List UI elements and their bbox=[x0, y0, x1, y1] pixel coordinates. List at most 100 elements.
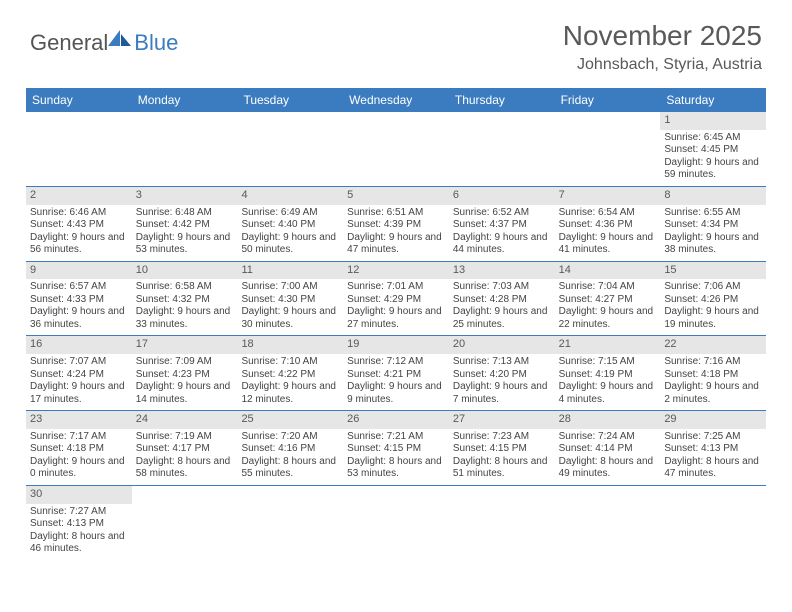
calendar-cell bbox=[343, 112, 449, 186]
calendar-cell: 29Sunrise: 7:25 AMSunset: 4:13 PMDayligh… bbox=[660, 411, 766, 485]
day-info: Sunrise: 6:45 AMSunset: 4:45 PMDaylight:… bbox=[660, 130, 766, 186]
sunset-text: Sunset: 4:17 PM bbox=[136, 443, 234, 456]
daylight-text: Daylight: 8 hours and 49 minutes. bbox=[559, 456, 657, 481]
day-number: 18 bbox=[237, 336, 343, 354]
day-info: Sunrise: 6:52 AMSunset: 4:37 PMDaylight:… bbox=[449, 205, 555, 261]
day-info: Sunrise: 6:51 AMSunset: 4:39 PMDaylight:… bbox=[343, 205, 449, 261]
day-number: 14 bbox=[555, 262, 661, 280]
day-info: Sunrise: 7:19 AMSunset: 4:17 PMDaylight:… bbox=[132, 429, 238, 485]
calendar-cell: 22Sunrise: 7:16 AMSunset: 4:18 PMDayligh… bbox=[660, 336, 766, 410]
calendar-cell: 15Sunrise: 7:06 AMSunset: 4:26 PMDayligh… bbox=[660, 262, 766, 336]
sunrise-text: Sunrise: 7:12 AM bbox=[347, 356, 445, 369]
calendar-cell bbox=[343, 486, 449, 560]
calendar-cell: 5Sunrise: 6:51 AMSunset: 4:39 PMDaylight… bbox=[343, 187, 449, 261]
day-info: Sunrise: 7:07 AMSunset: 4:24 PMDaylight:… bbox=[26, 354, 132, 410]
calendar-cell: 20Sunrise: 7:13 AMSunset: 4:20 PMDayligh… bbox=[449, 336, 555, 410]
calendar-cell: 19Sunrise: 7:12 AMSunset: 4:21 PMDayligh… bbox=[343, 336, 449, 410]
day-number: 8 bbox=[660, 187, 766, 205]
day-number: 25 bbox=[237, 411, 343, 429]
day-number: 11 bbox=[237, 262, 343, 280]
calendar-cell: 12Sunrise: 7:01 AMSunset: 4:29 PMDayligh… bbox=[343, 262, 449, 336]
day-number: 1 bbox=[660, 112, 766, 130]
daylight-text: Daylight: 9 hours and 41 minutes. bbox=[559, 232, 657, 257]
calendar-cell bbox=[555, 486, 661, 560]
calendar-cell bbox=[449, 112, 555, 186]
sunrise-text: Sunrise: 7:07 AM bbox=[30, 356, 128, 369]
sunset-text: Sunset: 4:15 PM bbox=[347, 443, 445, 456]
sunset-text: Sunset: 4:34 PM bbox=[664, 219, 762, 232]
weekday-header: Saturday bbox=[660, 88, 766, 112]
sunrise-text: Sunrise: 7:21 AM bbox=[347, 431, 445, 444]
weekday-header: Tuesday bbox=[237, 88, 343, 112]
daylight-text: Daylight: 9 hours and 7 minutes. bbox=[453, 381, 551, 406]
daylight-text: Daylight: 8 hours and 55 minutes. bbox=[241, 456, 339, 481]
calendar-body: 1Sunrise: 6:45 AMSunset: 4:45 PMDaylight… bbox=[26, 112, 766, 560]
daylight-text: Daylight: 9 hours and 59 minutes. bbox=[664, 157, 762, 182]
calendar-cell: 10Sunrise: 6:58 AMSunset: 4:32 PMDayligh… bbox=[132, 262, 238, 336]
calendar-cell: 30Sunrise: 7:27 AMSunset: 4:13 PMDayligh… bbox=[26, 486, 132, 560]
calendar-cell bbox=[237, 112, 343, 186]
calendar-cell: 2Sunrise: 6:46 AMSunset: 4:43 PMDaylight… bbox=[26, 187, 132, 261]
day-info: Sunrise: 7:03 AMSunset: 4:28 PMDaylight:… bbox=[449, 279, 555, 335]
day-info: Sunrise: 7:24 AMSunset: 4:14 PMDaylight:… bbox=[555, 429, 661, 485]
day-info: Sunrise: 6:49 AMSunset: 4:40 PMDaylight:… bbox=[237, 205, 343, 261]
day-number: 21 bbox=[555, 336, 661, 354]
day-info: Sunrise: 6:55 AMSunset: 4:34 PMDaylight:… bbox=[660, 205, 766, 261]
sunset-text: Sunset: 4:43 PM bbox=[30, 219, 128, 232]
day-number: 23 bbox=[26, 411, 132, 429]
sunrise-text: Sunrise: 7:23 AM bbox=[453, 431, 551, 444]
sunrise-text: Sunrise: 7:06 AM bbox=[664, 281, 762, 294]
day-info: Sunrise: 7:20 AMSunset: 4:16 PMDaylight:… bbox=[237, 429, 343, 485]
daylight-text: Daylight: 9 hours and 19 minutes. bbox=[664, 306, 762, 331]
day-number: 16 bbox=[26, 336, 132, 354]
daylight-text: Daylight: 9 hours and 12 minutes. bbox=[241, 381, 339, 406]
day-number: 3 bbox=[132, 187, 238, 205]
daylight-text: Daylight: 9 hours and 47 minutes. bbox=[347, 232, 445, 257]
calendar-cell bbox=[237, 486, 343, 560]
sunset-text: Sunset: 4:39 PM bbox=[347, 219, 445, 232]
sunrise-text: Sunrise: 6:49 AM bbox=[241, 207, 339, 220]
weekday-header: Wednesday bbox=[343, 88, 449, 112]
calendar-cell: 3Sunrise: 6:48 AMSunset: 4:42 PMDaylight… bbox=[132, 187, 238, 261]
sunrise-text: Sunrise: 7:24 AM bbox=[559, 431, 657, 444]
daylight-text: Daylight: 9 hours and 33 minutes. bbox=[136, 306, 234, 331]
sunrise-text: Sunrise: 7:10 AM bbox=[241, 356, 339, 369]
sunrise-text: Sunrise: 6:45 AM bbox=[664, 132, 762, 145]
day-info: Sunrise: 7:23 AMSunset: 4:15 PMDaylight:… bbox=[449, 429, 555, 485]
daylight-text: Daylight: 9 hours and 25 minutes. bbox=[453, 306, 551, 331]
sunset-text: Sunset: 4:23 PM bbox=[136, 369, 234, 382]
day-info: Sunrise: 7:25 AMSunset: 4:13 PMDaylight:… bbox=[660, 429, 766, 485]
sunrise-text: Sunrise: 6:51 AM bbox=[347, 207, 445, 220]
daylight-text: Daylight: 9 hours and 17 minutes. bbox=[30, 381, 128, 406]
calendar-cell: 13Sunrise: 7:03 AMSunset: 4:28 PMDayligh… bbox=[449, 262, 555, 336]
daylight-text: Daylight: 9 hours and 27 minutes. bbox=[347, 306, 445, 331]
daylight-text: Daylight: 9 hours and 9 minutes. bbox=[347, 381, 445, 406]
sunset-text: Sunset: 4:19 PM bbox=[559, 369, 657, 382]
sunrise-text: Sunrise: 7:25 AM bbox=[664, 431, 762, 444]
day-number: 4 bbox=[237, 187, 343, 205]
sunset-text: Sunset: 4:28 PM bbox=[453, 294, 551, 307]
calendar-cell: 14Sunrise: 7:04 AMSunset: 4:27 PMDayligh… bbox=[555, 262, 661, 336]
sunrise-text: Sunrise: 7:20 AM bbox=[241, 431, 339, 444]
sunset-text: Sunset: 4:32 PM bbox=[136, 294, 234, 307]
calendar-cell bbox=[26, 112, 132, 186]
sunrise-text: Sunrise: 7:01 AM bbox=[347, 281, 445, 294]
day-info: Sunrise: 6:48 AMSunset: 4:42 PMDaylight:… bbox=[132, 205, 238, 261]
month-title: November 2025 bbox=[563, 20, 762, 52]
calendar-cell: 9Sunrise: 6:57 AMSunset: 4:33 PMDaylight… bbox=[26, 262, 132, 336]
calendar: SundayMondayTuesdayWednesdayThursdayFrid… bbox=[26, 88, 766, 560]
day-number: 20 bbox=[449, 336, 555, 354]
daylight-text: Daylight: 8 hours and 58 minutes. bbox=[136, 456, 234, 481]
day-info: Sunrise: 7:21 AMSunset: 4:15 PMDaylight:… bbox=[343, 429, 449, 485]
daylight-text: Daylight: 9 hours and 44 minutes. bbox=[453, 232, 551, 257]
sunrise-text: Sunrise: 6:52 AM bbox=[453, 207, 551, 220]
daylight-text: Daylight: 8 hours and 46 minutes. bbox=[30, 531, 128, 556]
sunrise-text: Sunrise: 6:55 AM bbox=[664, 207, 762, 220]
sunset-text: Sunset: 4:16 PM bbox=[241, 443, 339, 456]
sunset-text: Sunset: 4:20 PM bbox=[453, 369, 551, 382]
sunset-text: Sunset: 4:13 PM bbox=[30, 518, 128, 531]
sunset-text: Sunset: 4:22 PM bbox=[241, 369, 339, 382]
day-info: Sunrise: 6:46 AMSunset: 4:43 PMDaylight:… bbox=[26, 205, 132, 261]
sunset-text: Sunset: 4:26 PM bbox=[664, 294, 762, 307]
day-number: 30 bbox=[26, 486, 132, 504]
